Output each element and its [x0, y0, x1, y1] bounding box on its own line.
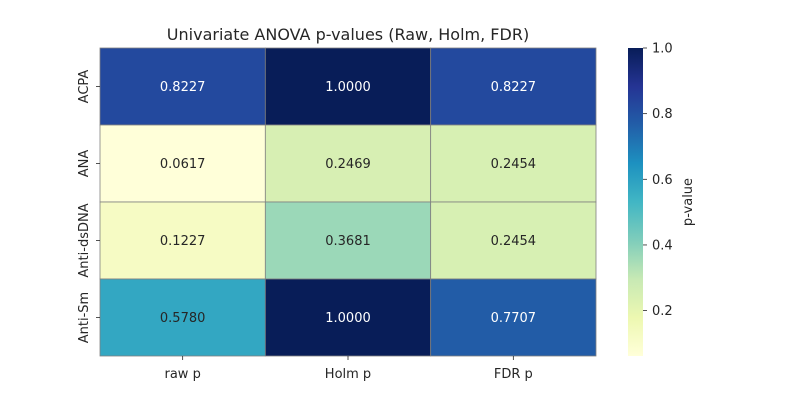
heatmap-cell-rect: [430, 278, 597, 357]
colorbar: 0.2 0.4 0.6 0.8 1.0 p-value: [628, 42, 696, 356]
y-axis: ACPA ANA Anti-dsDNA Anti-Sm: [77, 70, 100, 343]
colorbar-tick-label: 0.8: [652, 107, 673, 122]
heatmap-cell: 1.0000: [264, 278, 432, 357]
y-tick-label: Anti-dsDNA: [77, 203, 92, 277]
cell-value-label: 0.0617: [160, 157, 206, 172]
heatmap-cell-rect: [264, 201, 432, 280]
heatmap-cell: 0.8227: [99, 47, 266, 126]
cell-value-label: 1.0000: [325, 311, 371, 326]
heatmap-cell-rect: [99, 124, 266, 203]
heatmap-cell: 0.0617: [99, 124, 266, 203]
y-tick-label: ANA: [77, 150, 92, 178]
cell-value-label: 0.8227: [160, 80, 206, 95]
colorbar-tick-label: 1.0: [652, 42, 673, 57]
colorbar-tick-label: 0.6: [652, 173, 673, 188]
cell-value-label: 0.8227: [491, 80, 537, 95]
cell-value-label: 0.5780: [160, 311, 206, 326]
colorbar-tick-label: 0.4: [652, 238, 673, 253]
heatmap-cell: 0.2454: [430, 201, 597, 280]
cell-value-label: 0.2454: [491, 234, 537, 249]
colorbar-tick-label: 0.2: [652, 304, 673, 319]
heatmap-cell-rect: [264, 124, 432, 203]
cell-value-label: 0.1227: [160, 234, 206, 249]
heatmap-cell-rect: [430, 124, 597, 203]
heatmap-cell-rect: [99, 47, 266, 126]
cell-value-label: 0.2454: [491, 157, 537, 172]
colorbar-label: p-value: [681, 178, 696, 226]
x-tick-label: FDR p: [494, 367, 533, 382]
heatmap-cell: 0.2469: [264, 124, 432, 203]
cell-value-label: 0.3681: [325, 234, 371, 249]
y-tick-label: Anti-Sm: [77, 292, 92, 343]
heatmap-cell: 0.7707: [430, 278, 597, 357]
heatmap-cell: 1.0000: [264, 47, 432, 126]
cell-value-label: 1.0000: [325, 80, 371, 95]
cell-value-label: 0.2469: [325, 157, 371, 172]
heatmap-cell: 0.1227: [99, 201, 266, 280]
colorbar-ticks: 0.2 0.4 0.6 0.8 1.0: [643, 42, 673, 319]
heatmap-cell-rect: [264, 47, 432, 126]
heatmap-cell: 0.3681: [264, 201, 432, 280]
heatmap-cell: 0.2454: [430, 124, 597, 203]
colorbar-gradient: [628, 48, 643, 356]
x-axis: raw p Holm p FDR p: [165, 356, 533, 382]
heatmap-cell-rect: [430, 47, 597, 126]
heatmap-cell: 0.5780: [99, 278, 266, 357]
heatmap-cell: 0.8227: [430, 47, 597, 126]
heatmap-cell-rect: [99, 278, 266, 357]
heatmap-cells: 0.8227 1.0000 0.8227 0.0617 0.2469 0.2454 0.12…: [99, 47, 597, 357]
x-tick-label: raw p: [165, 367, 201, 382]
chart-title: Univariate ANOVA p-values (Raw, Holm, FD…: [167, 25, 529, 44]
y-tick-label: ACPA: [77, 70, 92, 104]
x-tick-label: Holm p: [325, 367, 371, 382]
cell-value-label: 0.7707: [491, 311, 537, 326]
